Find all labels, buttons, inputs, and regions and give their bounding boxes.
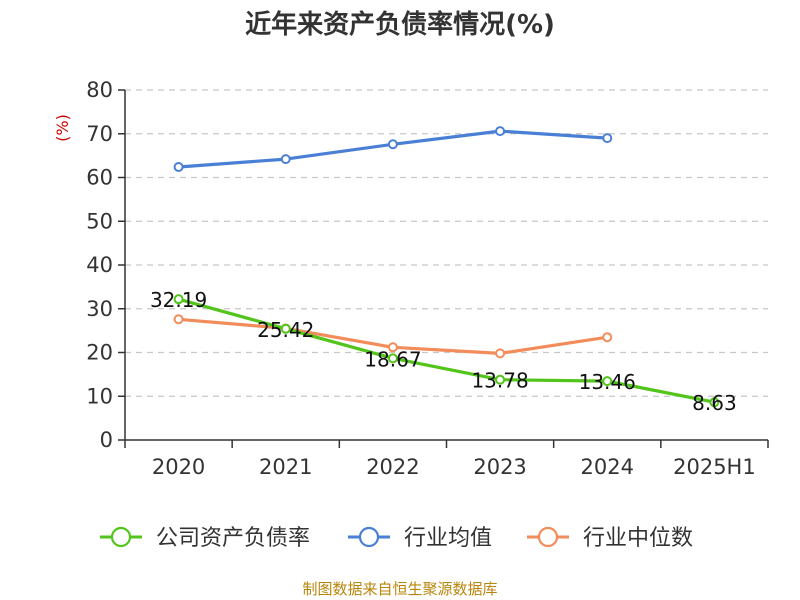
series-0-point-2020 — [173, 294, 184, 305]
series-2-point-2023 — [495, 348, 506, 359]
series-0-point-2025H1 — [709, 397, 720, 408]
y-tick-label-0: 0 — [100, 428, 113, 452]
data-label-2020: 32.19 — [150, 288, 207, 312]
legend-label-1: 行业均值 — [404, 526, 492, 551]
series-2-point-2020 — [173, 314, 184, 325]
series-0-point-2022 — [387, 353, 398, 364]
legend-marker-1 — [358, 526, 380, 548]
data-label-2025H1: 8.63 — [692, 391, 737, 415]
series-1-point-2024 — [602, 133, 613, 144]
y-axis-unit: (%) — [53, 114, 72, 142]
data-labels: 32.19 25.42 18.67 13.78 13.46 8.63 — [150, 288, 737, 415]
data-label-2024: 13.46 — [579, 370, 636, 394]
y-tick-label-50: 50 — [86, 209, 113, 233]
y-tick-label-80: 80 — [86, 78, 113, 102]
series-2-point-2024 — [602, 332, 613, 343]
legend: 公司资产负债率 行业均值 行业中位数 — [100, 526, 693, 551]
series-1-point-2020 — [173, 162, 184, 172]
series-2-point-2022 — [387, 342, 398, 353]
y-tick-label-70: 70 — [86, 122, 113, 146]
x-tick-label-2023: 2023 — [473, 455, 526, 479]
x-tick-label-2024: 2024 — [581, 455, 634, 479]
legend-label-0: 公司资产负债率 — [156, 526, 310, 551]
x-tick-label-2025H1: 2025H1 — [673, 455, 756, 479]
y-tick-label-20: 20 — [86, 341, 113, 365]
data-label-2022: 18.67 — [364, 347, 421, 371]
x-tick-label-2020: 2020 — [152, 455, 205, 479]
y-tick-label-10: 10 — [86, 384, 113, 408]
series-1-point-2021 — [280, 154, 291, 165]
series-0-point-2024 — [602, 376, 613, 387]
legend-marker-2 — [537, 526, 559, 548]
data-label-2021: 25.42 — [257, 318, 314, 342]
series-1-point-2023 — [495, 126, 506, 137]
y-tick-label-40: 40 — [86, 253, 113, 277]
grid-lines — [125, 89, 768, 397]
series-line-0 — [178, 297, 715, 404]
axes: 0 10 20 30 40 50 60 70 80 (%) 2020 2021 2022 2023 2024… — [53, 78, 769, 479]
legend-label-2: 行业中位数 — [583, 526, 693, 551]
x-tick-label-2022: 2022 — [366, 455, 419, 479]
y-tick-label-60: 60 — [86, 166, 113, 190]
series-0-point-2021 — [280, 323, 291, 334]
series-0-point-2023 — [495, 374, 506, 385]
legend-marker-0 — [110, 526, 132, 548]
series — [173, 126, 720, 408]
series-1-point-2022 — [387, 139, 398, 150]
x-tick-label-2021: 2021 — [259, 455, 312, 479]
data-label-2023: 13.78 — [471, 369, 528, 393]
chart-title: 近年来资产负债率情况(%) — [245, 10, 555, 40]
y-tick-label-30: 30 — [86, 297, 113, 321]
source-note: 制图数据来自恒生聚源数据库 — [302, 580, 498, 598]
